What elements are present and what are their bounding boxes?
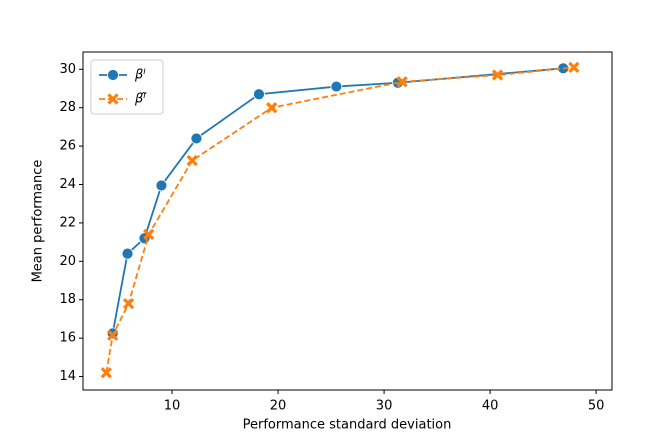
point xyxy=(491,69,504,81)
y-tick-label: 20 xyxy=(59,254,76,269)
point xyxy=(266,102,278,114)
point xyxy=(253,88,265,101)
y-axis-label: Mean performance xyxy=(31,160,46,283)
point xyxy=(396,76,408,88)
y-tick-label: 18 xyxy=(59,292,76,307)
legend-marker xyxy=(107,93,119,105)
point xyxy=(107,329,119,341)
legend-label: βᴵ xyxy=(134,68,146,83)
x-tick-label: 20 xyxy=(270,399,287,414)
y-tick-label: 14 xyxy=(59,369,76,384)
point xyxy=(190,132,203,145)
point xyxy=(155,179,168,192)
legend-marker xyxy=(107,69,119,81)
x-axis-label: Performance standard deviation xyxy=(243,418,452,433)
series-line xyxy=(111,67,564,334)
x-tick-label: 50 xyxy=(588,399,605,414)
y-tick-label: 24 xyxy=(59,177,76,192)
y-tick-label: 16 xyxy=(59,331,76,346)
point xyxy=(122,297,135,310)
y-tick-label: 26 xyxy=(59,139,76,154)
point xyxy=(186,154,198,167)
point xyxy=(568,61,580,73)
point xyxy=(330,80,343,93)
point xyxy=(100,367,112,379)
x-tick-label: 30 xyxy=(376,399,393,414)
y-tick-label: 28 xyxy=(59,100,76,115)
legend: βᴵ βᴵ̃ xyxy=(90,59,164,115)
x-tick-label: 40 xyxy=(482,399,499,414)
y-tick-label: 22 xyxy=(59,215,76,230)
x-tick-label: 10 xyxy=(164,399,181,414)
y-tick-label: 30 xyxy=(59,62,76,77)
series-line xyxy=(105,66,574,373)
plot-frame xyxy=(82,51,613,391)
legend-label: βᴵ̃ xyxy=(134,92,147,107)
point xyxy=(121,247,134,260)
legend-frame xyxy=(90,59,164,115)
point xyxy=(143,228,155,241)
